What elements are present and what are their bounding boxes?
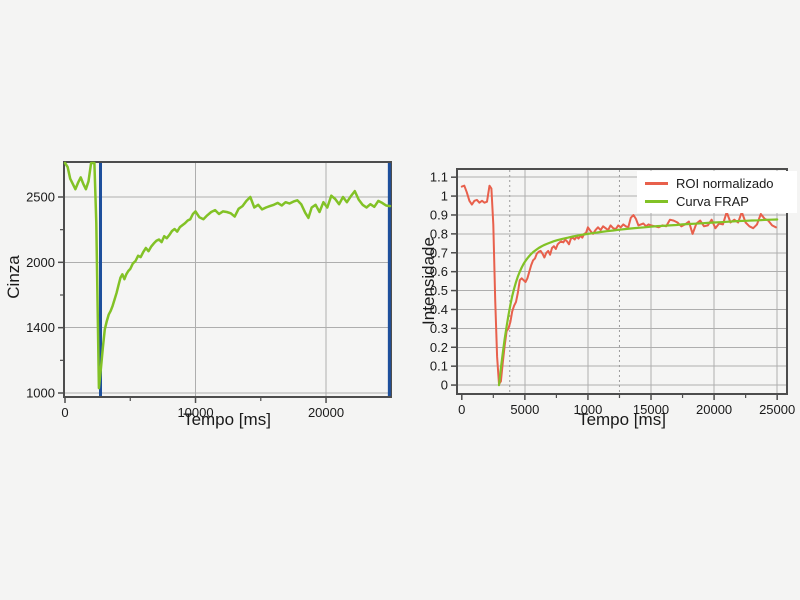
x-tick-label: 1000: [573, 402, 602, 417]
x-tick-label: 15000: [633, 402, 669, 417]
x-tick-label: 0: [458, 402, 465, 417]
y-tick-label: 2500: [26, 190, 55, 205]
roi-line-swatch: [645, 181, 668, 185]
y-tick-label: 2000: [26, 255, 55, 270]
x-tick-label: 20000: [308, 405, 344, 420]
y-tick-label: 1400: [26, 320, 55, 335]
legend-item-roi-normalizado: ROI normalizado: [645, 176, 791, 191]
legend-label-roi: ROI normalizado: [676, 175, 774, 191]
left-chart-canvas: 0 10000 20000 1000 1400 2000 2500: [26, 161, 392, 420]
legend-label-frap: Curva FRAP: [676, 193, 749, 209]
right-chart-x-axis-label: Tempo [ms]: [578, 410, 666, 429]
left-chart-y-axis-label: Cinza: [4, 255, 23, 299]
y-tick-label: 0.8: [430, 226, 448, 241]
y-tick-label: 0.4: [430, 302, 448, 317]
left-chart-plot-area: 0 10000 20000 1000 1400 2000 2500: [26, 161, 392, 420]
series-cinza: [63, 161, 392, 390]
left-chart-x-axis-label: Tempo [ms]: [183, 410, 271, 429]
y-tick-label: 0.3: [430, 321, 448, 336]
legend: ROI normalizado Curva FRAP: [637, 171, 797, 213]
y-tick-label: 1000: [26, 386, 55, 401]
y-tick-label: 0.6: [430, 264, 448, 279]
y-tick-label: 0.1: [430, 359, 448, 374]
y-tick-label: 1.1: [430, 170, 448, 185]
right-chart-y-axis-label: Intensidade: [419, 237, 438, 325]
x-tick-label: 5000: [510, 402, 539, 417]
x-tick-label: 20000: [696, 402, 732, 417]
y-tick-label: 1: [441, 189, 448, 204]
frap-line-swatch: [645, 199, 668, 203]
x-tick-label: 10000: [177, 405, 213, 420]
y-tick-label: 0.5: [430, 283, 448, 298]
legend-item-curva-frap: Curva FRAP: [645, 194, 791, 209]
series-curva-frap: [497, 218, 779, 387]
y-tick-label: 0: [441, 378, 448, 393]
x-tick-label: 0: [61, 405, 68, 420]
x-tick-label: 25000: [759, 402, 795, 417]
y-tick-label: 0.2: [430, 340, 448, 355]
y-tick-label: 0.7: [430, 245, 448, 260]
y-tick-label: 0.9: [430, 207, 448, 222]
